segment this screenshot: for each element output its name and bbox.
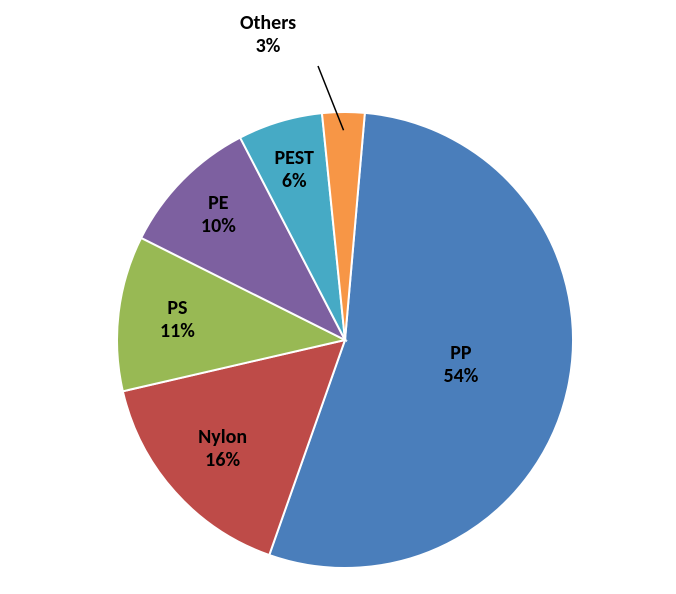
slice-label-percent: 11% [160,320,195,343]
slice-label-others: Others3% [240,12,296,58]
slice-label-percent: 10% [201,215,236,238]
slice-label-nylon: Nylon16% [198,426,247,472]
pie-svg [0,0,676,594]
pie-chart: PP54% Nylon16% PS11% PE10% PEST6% Others3% [0,0,676,594]
slice-label-name: Others [240,12,296,35]
slice-label-name: Nylon [198,426,247,449]
slice-label-percent: 6% [275,170,314,193]
slice-label-pest: PEST6% [275,147,314,193]
slice-label-pp: PP54% [443,342,478,388]
slice-label-ps: PS11% [160,297,195,343]
slice-label-name: PEST [275,147,314,170]
slice-label-name: PP [443,342,478,365]
slice-label-percent: 16% [198,449,247,472]
slice-label-pe: PE10% [201,192,236,238]
slice-label-name: PE [201,192,236,215]
slice-label-percent: 3% [240,35,296,58]
slice-label-name: PS [160,297,195,320]
slice-label-percent: 54% [443,365,478,388]
